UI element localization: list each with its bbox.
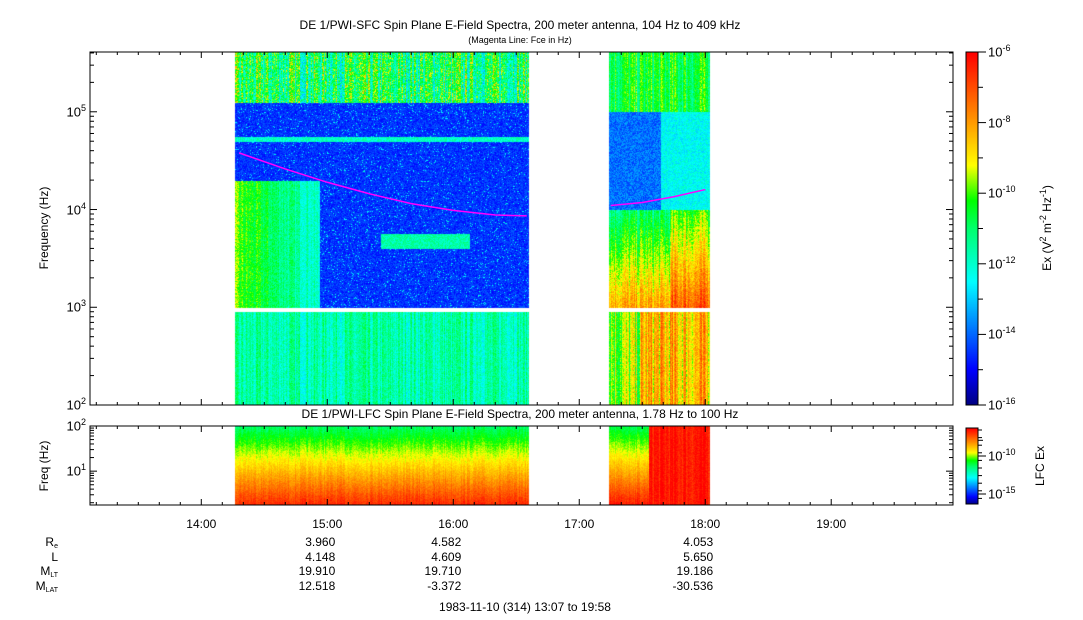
ephemeris-value: 3.960 [305, 535, 336, 549]
sfc-y-tick-label: 105 [66, 102, 86, 120]
ephemeris-value: 4.609 [431, 549, 462, 564]
fce-line-0 [238, 152, 527, 217]
ephemeris-value: -3.372 [427, 578, 462, 593]
ephemeris-label: MLT [40, 564, 58, 579]
lfc-y-tick-label: 102 [66, 417, 86, 434]
colorbar-tick-label: 10-6 [988, 43, 1011, 60]
ephemeris-label: L [51, 549, 58, 564]
ephemeris-value: 19.186 [676, 564, 714, 578]
colorbar-tick-label: 10-16 [988, 396, 1016, 413]
lfc-colorbar-tick-label: 10-10 [988, 447, 1016, 464]
x-tick-label: 17:00 [564, 517, 595, 531]
sfc-colorbar [966, 52, 978, 405]
sfc-spectrogram [90, 52, 953, 405]
main-subtitle: (Magenta Line: Fce in Hz) [468, 35, 572, 45]
sfc-plot-frame [89, 51, 954, 406]
lfc-colorbar-frame [965, 427, 979, 505]
ephemeris-value: 4.582 [431, 535, 462, 549]
ephemeris-value: 4.053 [683, 535, 714, 549]
lfc-title: DE 1/PWI-LFC Spin Plane E-Field Spectra,… [301, 407, 739, 421]
sfc-colorbar-frame [965, 51, 979, 406]
ephemeris-value: 4.148 [305, 549, 336, 564]
lfc-y-tick-label: 101 [66, 462, 86, 479]
x-tick-label: 19:00 [816, 517, 847, 531]
sfc-y-tick-label: 103 [66, 298, 86, 315]
main-title: DE 1/PWI-SFC Spin Plane E-Field Spectra,… [299, 18, 741, 32]
x-tick-label: 14:00 [186, 517, 217, 531]
lfc-colorbar [966, 428, 978, 504]
colorbar-tick-label: 10-14 [988, 325, 1016, 342]
fce-line-1 [610, 188, 706, 207]
ephemeris-value: 5.650 [683, 549, 714, 564]
colorbar-tick-label: 10-8 [988, 113, 1011, 130]
ephemeris-value: 19.910 [298, 564, 336, 578]
colorbar-tick-label: 10-10 [988, 184, 1016, 201]
lfc-colorbar-tick-label: 10-15 [988, 485, 1016, 502]
lfc-spectrogram [90, 426, 953, 505]
ephemeris-label: Re [45, 535, 58, 550]
sfc-y-tick-label: 104 [66, 200, 86, 217]
ephemeris-value: 12.518 [298, 578, 336, 593]
x-tick-label: 18:00 [690, 517, 721, 531]
sfc-y-tick-label: 102 [66, 396, 86, 413]
colorbar-tick-label: 10-12 [988, 254, 1016, 272]
ephemeris-label: MLAT [35, 578, 58, 594]
footer-date: 1983-11-10 (314) 13:07 to 19:58 [439, 600, 611, 614]
x-tick-label: 16:00 [438, 517, 469, 531]
ephemeris-value: -30.536 [672, 578, 714, 593]
lfc-plot-frame [89, 425, 954, 506]
x-tick-label: 15:00 [312, 517, 343, 531]
ephemeris-value: 19.710 [424, 564, 462, 578]
